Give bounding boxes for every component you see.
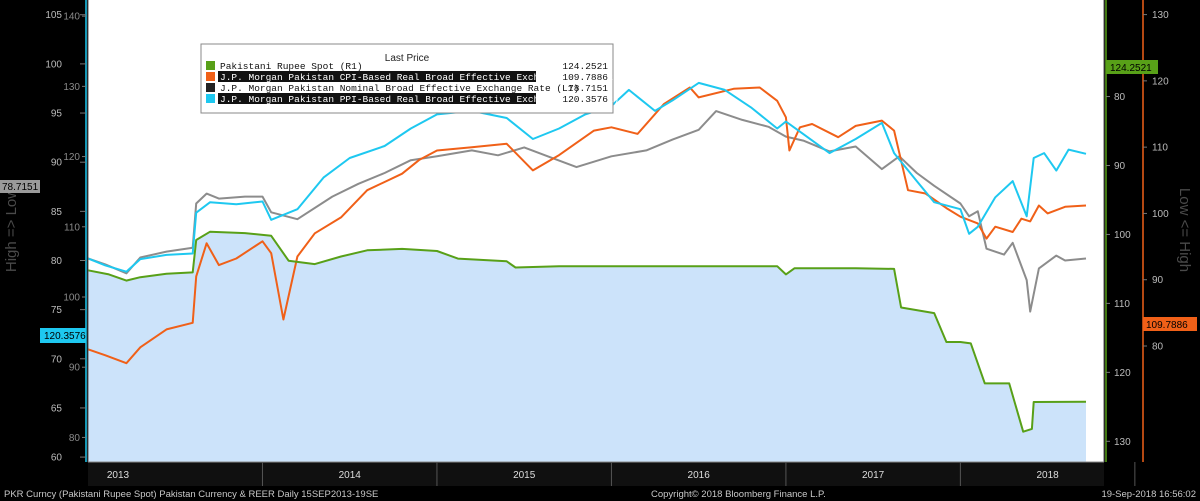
x-tick-label: 2018 [1036, 470, 1059, 481]
tick-label-l2: 120 [63, 152, 80, 163]
x-tick-label: 2013 [107, 470, 130, 481]
svg-text:124.2521: 124.2521 [1110, 63, 1152, 74]
footer-left: PKR Curncy (Pakistani Rupee Spot) Pakist… [4, 489, 378, 500]
svg-text:120.3576: 120.3576 [44, 331, 86, 342]
series-line-l1 [87, 110, 1087, 313]
tick-label-r1: 80 [1114, 92, 1126, 103]
legend-title: Last Price [385, 53, 430, 64]
footer-right: 19-Sep-2018 16:56:02 [1101, 489, 1196, 500]
legend: Last Price Pakistani Rupee Spot (R1) 124.… [200, 43, 619, 114]
tick-label-r2: 100 [1152, 209, 1169, 220]
legend-name-r2: J.P. Morgan Pakistan CPI-Based Real Broa… [220, 72, 619, 83]
legend-value-l2: 120.3576 [562, 94, 608, 105]
series-line-r1 [87, 230, 1087, 433]
series-line-r2 [87, 86, 1087, 365]
x-tick-label: 2015 [513, 470, 536, 481]
x-tick-label: 2017 [862, 470, 885, 481]
tick-label-r2: 80 [1152, 342, 1164, 353]
tick-label-l1: 75 [51, 305, 63, 316]
legend-name-l1: J.P. Morgan Pakistan Nominal Broad Effec… [220, 83, 579, 94]
tick-label-r1: 90 [1114, 161, 1126, 172]
x-tick-label: 2014 [339, 470, 362, 481]
tick-label-r1: 100 [1114, 230, 1131, 241]
footer-center: Copyright© 2018 Bloomberg Finance L.P. [651, 489, 826, 500]
tick-label-r2: 120 [1152, 76, 1169, 87]
tick-label-l1: 70 [51, 354, 63, 365]
side-label-left: High => Low [3, 188, 20, 272]
series-line-l2 [87, 81, 1087, 273]
r1-area-fill [88, 231, 1086, 462]
legend-value-r2: 109.7886 [562, 72, 608, 83]
value-tag-r2: 109.7886 [1143, 317, 1197, 331]
tick-label-l2: 110 [64, 222, 80, 233]
tick-label-l1: 95 [51, 109, 63, 120]
value-tag-l1: 78.7151 [0, 180, 40, 193]
legend-value-r1: 124.2521 [562, 61, 608, 72]
x-axis-band [88, 462, 1104, 486]
tick-label-l2: 80 [69, 433, 81, 444]
x-tick-label: 2016 [688, 470, 711, 481]
legend-name-r1: Pakistani Rupee Spot (R1) [220, 61, 363, 72]
tick-label-l1: 65 [51, 403, 63, 414]
tick-label-r1: 110 [1114, 299, 1130, 310]
legend-name-l2: J.P. Morgan Pakistan PPI-Based Real Broa… [220, 94, 619, 105]
tick-label-l2: 130 [63, 82, 80, 93]
legend-swatch-l1 [206, 83, 215, 92]
tick-label-r2: 110 [1152, 143, 1168, 154]
legend-swatch-l2 [206, 94, 215, 103]
legend-swatch-r2 [206, 72, 215, 81]
tick-label-l1: 80 [51, 256, 63, 267]
tick-label-l1: 85 [51, 207, 63, 218]
value-tag-r1: 124.2521 [1106, 60, 1158, 74]
tick-label-l1: 100 [45, 59, 62, 70]
side-label-right: Low <= High [1176, 188, 1193, 272]
value-tag-l2: 120.3576 [40, 328, 86, 343]
tick-label-l2: 90 [69, 363, 81, 374]
legend-swatch-r1 [206, 61, 215, 70]
tick-label-r1: 120 [1114, 368, 1131, 379]
svg-text:109.7886: 109.7886 [1146, 320, 1188, 331]
tick-label-r2: 90 [1152, 275, 1164, 286]
tick-label-l2: 100 [63, 293, 80, 304]
tick-label-r1: 130 [1114, 437, 1131, 448]
legend-value-l1: 78.7151 [568, 83, 608, 94]
tick-label-r2: 130 [1152, 10, 1169, 21]
tick-label-l1: 60 [51, 453, 63, 464]
tick-label-l2: 140 [63, 12, 80, 23]
tick-label-l1: 90 [51, 158, 63, 169]
tick-label-l1: 105 [45, 10, 62, 21]
svg-text:78.7151: 78.7151 [2, 182, 39, 193]
